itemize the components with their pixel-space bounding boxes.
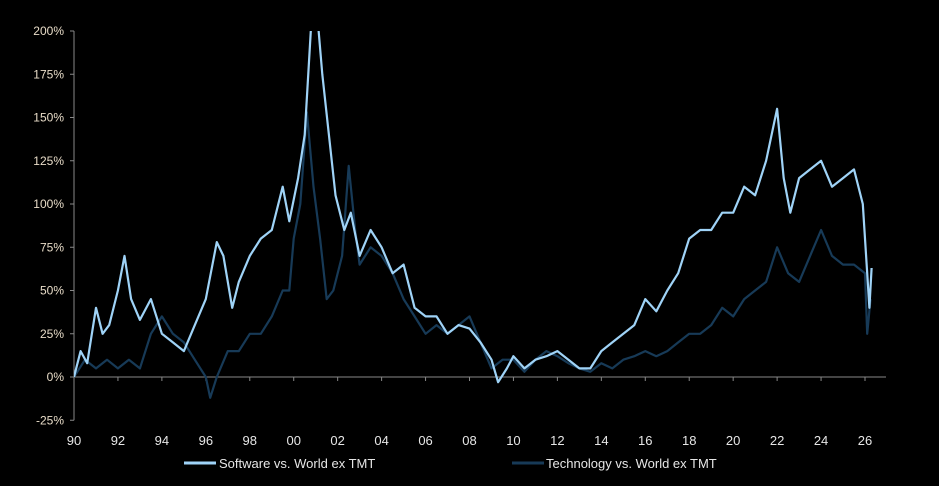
x-tick-label: 14 (594, 433, 608, 448)
x-tick-label: 06 (418, 433, 432, 448)
x-tick-label: 00 (286, 433, 300, 448)
x-tick-label: 94 (155, 433, 169, 448)
x-tick-label: 08 (462, 433, 476, 448)
x-tick-label: 24 (814, 433, 828, 448)
axes: -25% 0% 25% 50% 75% 100% 125% 150% 175% 200% 90 92 9… (33, 24, 886, 448)
legend-label-software: Software vs. World ex TMT (219, 456, 375, 471)
x-tick-label: 22 (770, 433, 784, 448)
y-tick-label: 50% (40, 284, 64, 298)
legend-label-technology: Technology vs. World ex TMT (546, 456, 717, 471)
y-tick-label: 100% (33, 197, 64, 211)
x-tick-label: 90 (67, 433, 81, 448)
series-line-software (74, 31, 873, 384)
y-tick-label: 150% (33, 111, 64, 125)
legend: Software vs. World ex TMT Technology vs.… (184, 456, 717, 471)
x-tick-label: 04 (374, 433, 388, 448)
y-tick-label: 0% (47, 370, 65, 384)
x-tick-label: 18 (682, 433, 696, 448)
x-tick-label: 16 (638, 433, 652, 448)
series-group (74, 31, 873, 399)
y-tick-label: 25% (40, 327, 64, 341)
y-tick-label: -25% (36, 413, 64, 427)
x-tick-label: 20 (726, 433, 740, 448)
x-tick-label: 26 (858, 433, 872, 448)
y-tick-label: 200% (33, 24, 64, 38)
y-tick-label: 175% (33, 67, 64, 81)
x-tick-label: 92 (111, 433, 125, 448)
y-tick-label: 125% (33, 154, 64, 168)
x-tick-label: 10 (506, 433, 520, 448)
x-tick-label: 12 (550, 433, 564, 448)
series-line-technology (74, 111, 872, 399)
x-tick-label: 96 (199, 433, 213, 448)
x-tick-label: 02 (330, 433, 344, 448)
x-tick-label: 98 (243, 433, 257, 448)
y-tick-label: 75% (40, 240, 64, 254)
